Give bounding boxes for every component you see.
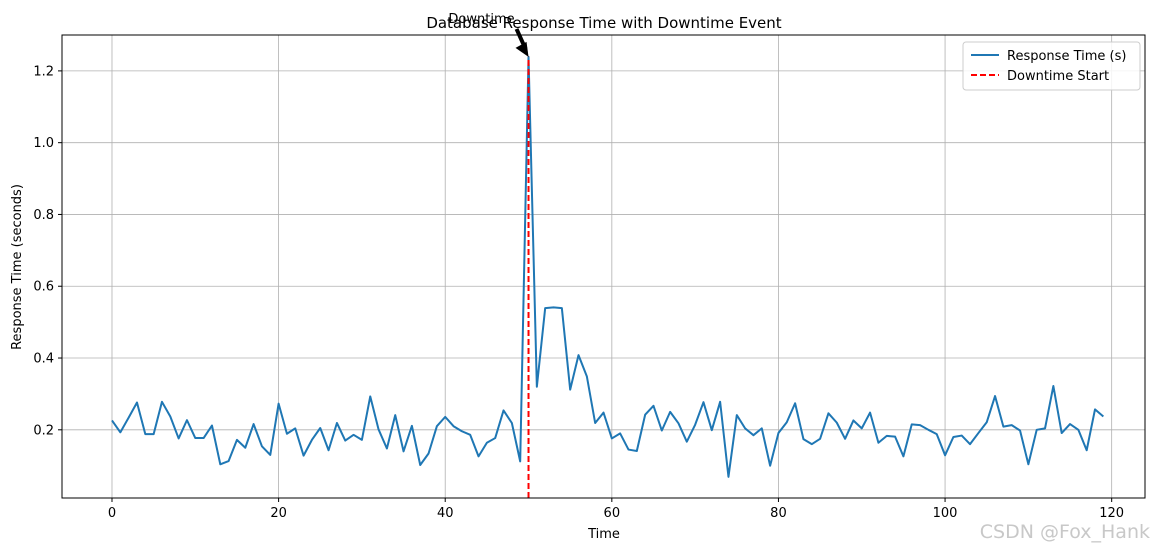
x-tick-label: 0 — [108, 506, 116, 521]
y-tick-label: 0.4 — [33, 352, 54, 367]
y-tick-label: 0.8 — [33, 208, 54, 223]
x-tick-label: 20 — [270, 506, 287, 521]
y-tick-label: 0.6 — [33, 280, 54, 295]
plot-frame — [61, 34, 1146, 499]
x-tick-label: 60 — [604, 506, 621, 521]
y-tick-label: 0.2 — [33, 423, 54, 438]
series-line-response-time — [111, 55, 1105, 478]
chart-title: Database Response Time with Downtime Eve… — [426, 14, 781, 32]
watermark: CSDN @Fox_Hank — [980, 521, 1150, 543]
series-layer — [111, 55, 1105, 498]
y-tick-label: 1.0 — [33, 136, 54, 151]
x-axis-label: Time — [587, 527, 620, 542]
legend: Response Time (s) Downtime Start — [962, 41, 1141, 91]
annotation-arrow-head — [515, 41, 529, 57]
x-tick-label: 120 — [1099, 506, 1124, 521]
x-tick-label: 100 — [933, 506, 958, 521]
annotation: Downtime — [448, 12, 529, 57]
x-tick-label: 80 — [770, 506, 787, 521]
annotation-label: Downtime — [448, 12, 514, 27]
legend-label-response-time: Response Time (s) — [1007, 49, 1126, 64]
y-tick-label: 1.2 — [33, 64, 54, 79]
x-tick-label: 40 — [437, 506, 454, 521]
legend-box — [962, 41, 1141, 91]
ticks: 0 20 40 60 80 100 120 0.2 0.4 0.6 0.8 1.0 1.2 — [33, 64, 1124, 521]
y-axis-label: Response Time (seconds) — [10, 184, 25, 350]
legend-label-downtime-start: Downtime Start — [1007, 69, 1109, 84]
